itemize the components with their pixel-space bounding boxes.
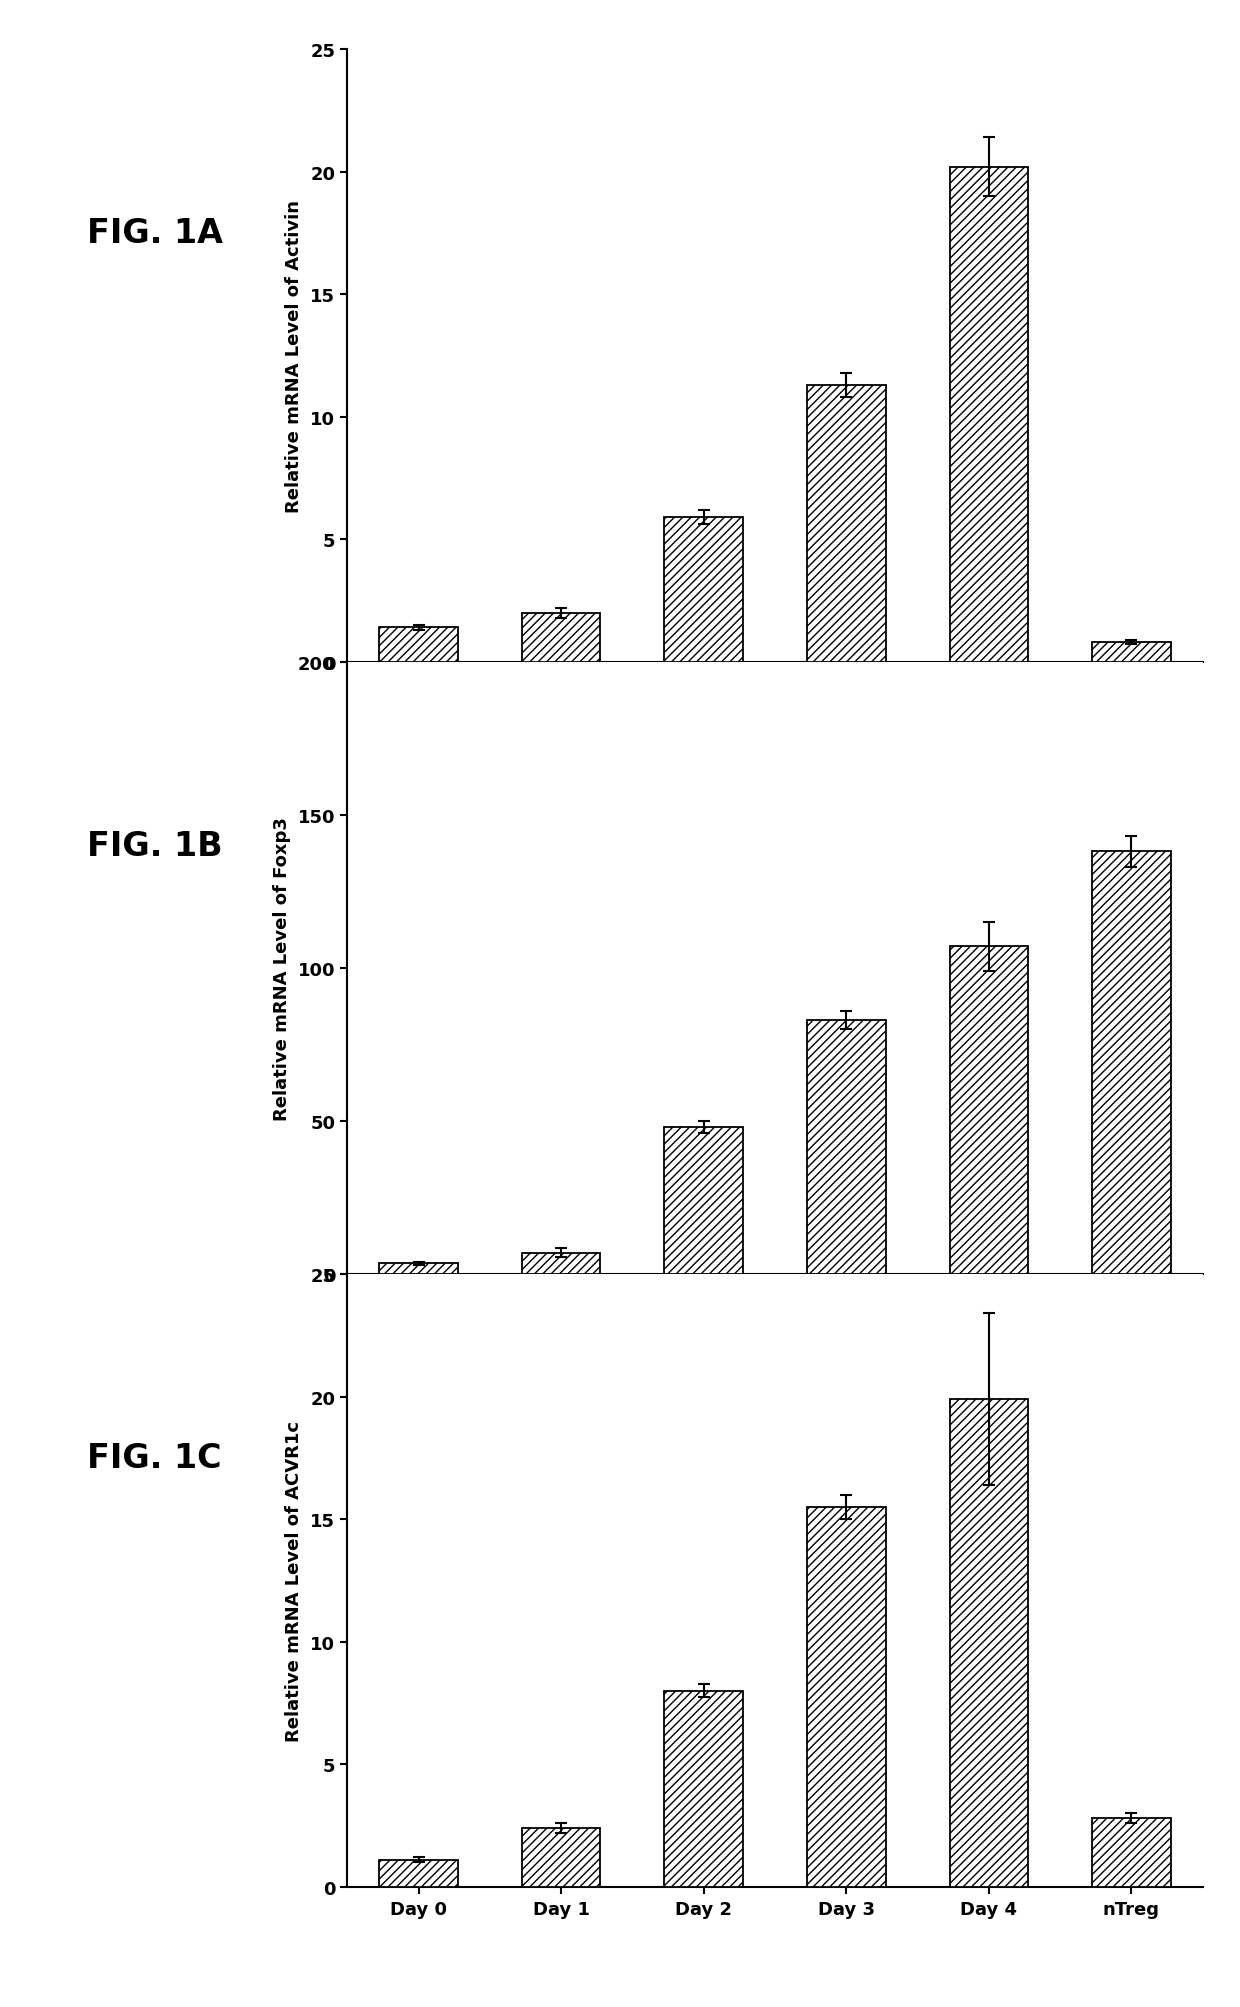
- Bar: [665, 1690, 743, 1887]
- Y-axis label: Relative mRNA Level of Activin: Relative mRNA Level of Activin: [285, 201, 304, 512]
- Bar: [522, 614, 600, 662]
- Text: FIG. 1A: FIG. 1A: [87, 217, 223, 251]
- Bar: [379, 1264, 458, 1274]
- Bar: [665, 1128, 743, 1274]
- Bar: [379, 1860, 458, 1887]
- Bar: [1092, 642, 1171, 662]
- Bar: [950, 947, 1028, 1274]
- Bar: [807, 385, 885, 662]
- Bar: [522, 1252, 600, 1274]
- Bar: [522, 1828, 600, 1887]
- Bar: [1092, 1818, 1171, 1887]
- Bar: [807, 1507, 885, 1887]
- Bar: [1092, 853, 1171, 1274]
- Bar: [807, 1020, 885, 1274]
- Bar: [950, 169, 1028, 662]
- Text: FIG. 1C: FIG. 1C: [87, 1441, 222, 1475]
- Text: FIG. 1B: FIG. 1B: [87, 829, 222, 863]
- Bar: [665, 518, 743, 662]
- Bar: [379, 628, 458, 662]
- Y-axis label: Relative mRNA Level of ACVR1c: Relative mRNA Level of ACVR1c: [285, 1421, 304, 1740]
- Bar: [950, 1399, 1028, 1887]
- Y-axis label: Relative mRNA Level of Foxp3: Relative mRNA Level of Foxp3: [273, 817, 291, 1120]
